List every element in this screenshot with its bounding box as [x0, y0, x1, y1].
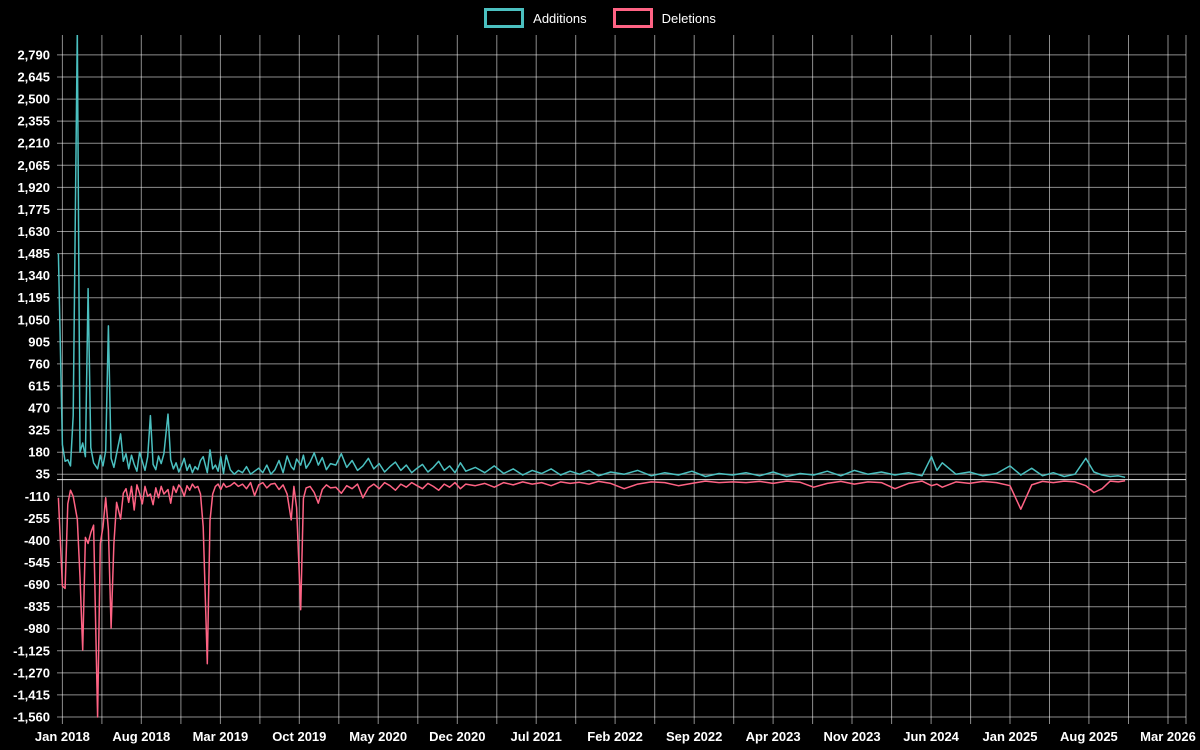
y-tick-label: 1,050 [17, 312, 50, 327]
y-tick-label: -980 [24, 621, 50, 636]
legend-item-additions[interactable]: Additions [484, 8, 587, 28]
y-tick-label: -545 [24, 555, 50, 570]
y-tick-label: 2,645 [17, 70, 50, 85]
deletions-legend-label: Deletions [661, 10, 716, 26]
y-tick-label: -1,125 [13, 643, 50, 658]
y-tick-label: 1,485 [17, 246, 50, 261]
x-tick-label: Mar 2019 [193, 729, 249, 744]
x-tick-label: Jul 2021 [511, 729, 562, 744]
y-tick-label: 1,920 [17, 180, 50, 195]
y-tick-label: 2,790 [17, 47, 50, 62]
y-tick-label: 1,630 [17, 224, 50, 239]
y-tick-label: -1,415 [13, 687, 50, 702]
x-tick-label: Nov 2023 [823, 729, 880, 744]
x-tick-label: Mar 2026 [1140, 729, 1196, 744]
y-tick-label: -690 [24, 577, 50, 592]
x-tick-label: Aug 2025 [1060, 729, 1118, 744]
y-tick-label: 2,500 [17, 92, 50, 107]
y-tick-label: 2,065 [17, 158, 50, 173]
y-tick-label: 2,210 [17, 136, 50, 151]
y-tick-label: -835 [24, 599, 50, 614]
x-tick-label: Apr 2023 [746, 729, 801, 744]
additions-legend-label: Additions [533, 10, 587, 26]
y-tick-label: 325 [28, 423, 50, 438]
x-tick-label: Jan 2018 [35, 729, 90, 744]
deletions-line [57, 480, 1126, 718]
y-axis-tick-labels: 2,790 2,645 2,500 2,355 2,210 2,065 1,920 1,775… [13, 47, 50, 724]
y-tick-label: 35 [36, 467, 50, 482]
y-tick-label: 180 [28, 445, 50, 460]
x-tick-label: Dec 2020 [429, 729, 485, 744]
y-tick-label: 1,195 [17, 290, 50, 305]
x-tick-label: May 2020 [349, 729, 407, 744]
y-tick-label: -110 [25, 489, 50, 504]
y-tick-label: -255 [24, 511, 50, 526]
additions-swatch-icon [484, 8, 525, 28]
y-tick-label: 615 [28, 379, 50, 394]
y-tick-label: 1,340 [17, 268, 50, 283]
x-tick-label: Aug 2018 [112, 729, 170, 744]
gridlines [57, 35, 1187, 724]
y-tick-label: 470 [28, 401, 50, 416]
deletions-swatch-icon [612, 8, 653, 28]
y-tick-label: 905 [28, 334, 50, 349]
y-tick-label: -1,270 [13, 665, 50, 680]
x-axis-tick-labels: Jan 2018 Aug 2018 Mar 2019 Oct 2019 May 2020… [35, 729, 1196, 744]
x-tick-label: Oct 2019 [272, 729, 326, 744]
x-tick-label: Sep 2022 [666, 729, 722, 744]
y-tick-label: 2,355 [17, 114, 50, 129]
x-tick-label: Feb 2022 [587, 729, 643, 744]
y-tick-label: 760 [28, 356, 50, 371]
y-tick-label: -400 [24, 533, 50, 548]
x-tick-label: Jan 2025 [983, 729, 1038, 744]
chart-legend: Additions Deletions [0, 8, 1200, 28]
y-tick-label: -1,560 [13, 710, 50, 725]
legend-item-deletions[interactable]: Deletions [612, 8, 716, 28]
x-tick-label: Jun 2024 [903, 729, 959, 744]
additions-line [57, 35, 1126, 479]
y-tick-label: 1,775 [17, 202, 50, 217]
